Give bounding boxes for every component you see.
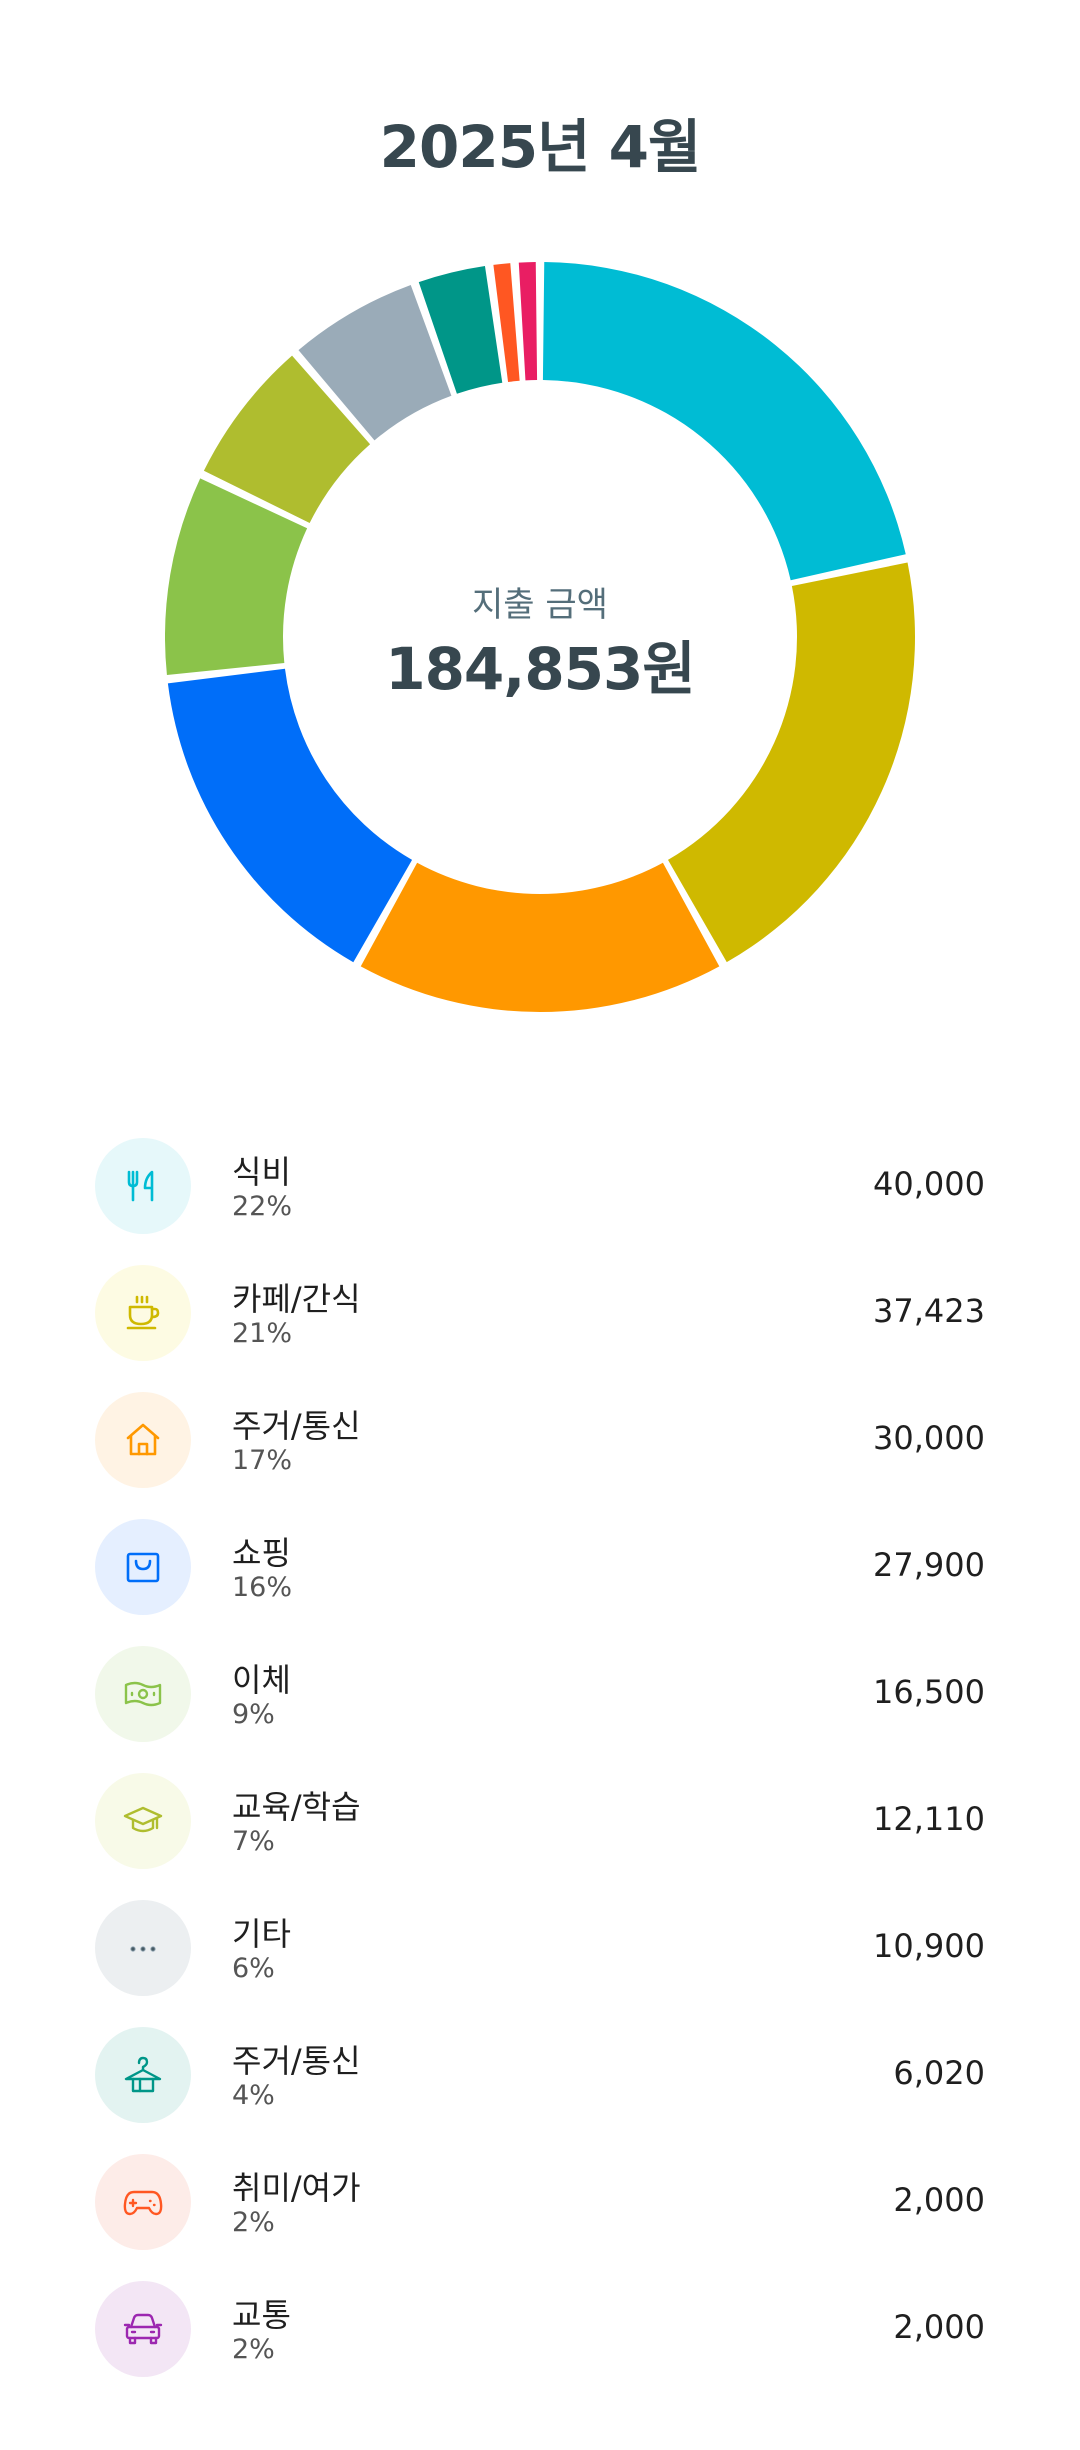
- category-percent: 17%: [232, 1445, 292, 1476]
- category-icon-bg: [95, 1646, 191, 1742]
- category-row[interactable]: 주거/통신 17% 30,000: [95, 1389, 985, 1516]
- fork-knife-icon: [123, 1166, 163, 1206]
- category-percent: 16%: [232, 1572, 292, 1603]
- donut-slice[interactable]: [361, 863, 720, 1012]
- money-bill-icon: [123, 1674, 163, 1714]
- category-percent: 2%: [232, 2207, 275, 2238]
- donut-slice[interactable]: [519, 262, 537, 380]
- category-row[interactable]: 이체 9% 16,500: [95, 1643, 985, 1770]
- category-amount: 2,000: [893, 2181, 985, 2219]
- category-name: 주거/통신: [232, 2036, 361, 2082]
- donut-slice[interactable]: [168, 669, 412, 962]
- category-amount: 10,900: [873, 1927, 985, 1965]
- graduation-cap-icon: [123, 1801, 163, 1841]
- category-icon-bg: [95, 2154, 191, 2250]
- category-percent: 7%: [232, 1826, 275, 1857]
- category-icon-bg: [95, 1900, 191, 1996]
- category-icon-bg: [95, 2281, 191, 2377]
- category-amount: 12,110: [873, 1800, 985, 1838]
- category-percent: 4%: [232, 2080, 275, 2111]
- category-name: 카페/간식: [232, 1274, 361, 1320]
- category-row[interactable]: 취미/여가 2% 2,000: [95, 2151, 985, 2278]
- category-name: 기타: [232, 1909, 291, 1955]
- category-percent: 2%: [232, 2334, 275, 2365]
- category-name: 주거/통신: [232, 1401, 361, 1447]
- category-row[interactable]: 카페/간식 21% 37,423: [95, 1262, 985, 1389]
- category-amount: 40,000: [873, 1165, 985, 1203]
- category-row[interactable]: 교통 2% 2,000: [95, 2278, 985, 2405]
- category-row[interactable]: 쇼핑 16% 27,900: [95, 1516, 985, 1643]
- coffee-cup-icon: [123, 1293, 163, 1333]
- category-icon-bg: [95, 2027, 191, 2123]
- category-amount: 30,000: [873, 1419, 985, 1457]
- month-title[interactable]: 2025년 4월: [0, 100, 1080, 184]
- category-amount: 16,500: [873, 1673, 985, 1711]
- category-percent: 21%: [232, 1318, 292, 1349]
- category-name: 취미/여가: [232, 2163, 361, 2209]
- category-icon-bg: [95, 1265, 191, 1361]
- gamepad-icon: [123, 2182, 163, 2222]
- house-icon: [123, 1420, 163, 1460]
- total-label: 지출 금액: [165, 577, 915, 626]
- category-row[interactable]: 기타 6% 10,900: [95, 1897, 985, 2024]
- category-percent: 6%: [232, 1953, 275, 1984]
- category-icon-bg: [95, 1392, 191, 1488]
- category-row[interactable]: 주거/통신 4% 6,020: [95, 2024, 985, 2151]
- category-name: 식비: [232, 1147, 291, 1193]
- donut-slice[interactable]: [543, 262, 906, 580]
- category-name: 교육/학습: [232, 1782, 361, 1828]
- donut-chart: 지출 금액 184,853원: [165, 262, 915, 1012]
- category-percent: 9%: [232, 1699, 275, 1730]
- category-icon-bg: [95, 1138, 191, 1234]
- category-amount: 2,000: [893, 2308, 985, 2346]
- total-amount: 184,853원: [165, 622, 915, 706]
- category-amount: 37,423: [873, 1292, 985, 1330]
- category-icon-bg: [95, 1773, 191, 1869]
- more-dots-icon: [123, 1928, 163, 1968]
- category-percent: 22%: [232, 1191, 292, 1222]
- car-icon: [123, 2309, 163, 2349]
- category-icon-bg: [95, 1519, 191, 1615]
- category-amount: 6,020: [893, 2054, 985, 2092]
- category-amount: 27,900: [873, 1546, 985, 1584]
- category-name: 이체: [232, 1655, 291, 1701]
- category-list: 식비 22% 40,000 카페/간식 21% 37,423: [95, 1135, 985, 2405]
- clothes-hanger-icon: [123, 2055, 163, 2095]
- shopping-bag-icon: [123, 1547, 163, 1587]
- category-name: 쇼핑: [232, 1528, 291, 1574]
- category-row[interactable]: 식비 22% 40,000: [95, 1135, 985, 1262]
- category-row[interactable]: 교육/학습 7% 12,110: [95, 1770, 985, 1897]
- category-name: 교통: [232, 2290, 291, 2336]
